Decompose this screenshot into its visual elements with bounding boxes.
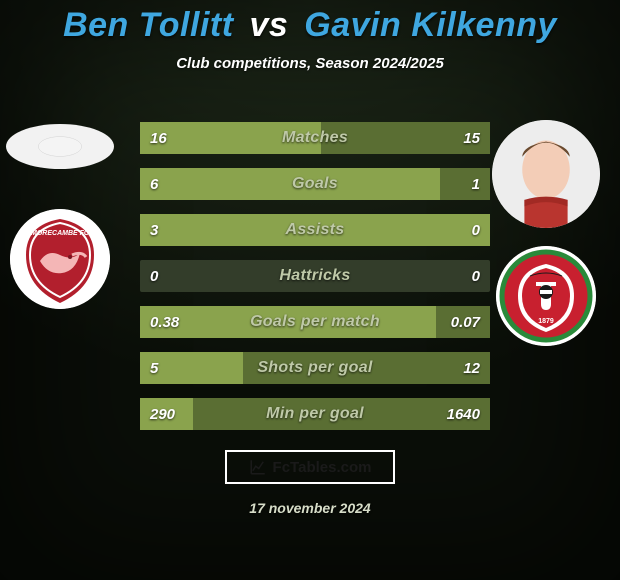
svg-text:1879: 1879: [538, 318, 554, 325]
date-text: 17 november 2024: [249, 500, 370, 516]
title-player1: Ben Tollitt: [63, 6, 233, 44]
site-logo: FcTables.com: [225, 450, 395, 484]
bar-value-left: 5: [140, 352, 168, 384]
page-title: Ben Tollitt vs Gavin Kilkenny: [0, 0, 620, 45]
logo-suffix: Tables.com: [290, 459, 371, 476]
stat-bar: Goals per match0.38 0.07: [140, 306, 490, 338]
subtitle: Club competitions, Season 2024/2025: [0, 55, 620, 72]
chart-icon: [249, 458, 267, 476]
title-player2: Gavin Kilkenny: [304, 6, 557, 44]
player2-club-badge: 1879: [496, 246, 596, 346]
player2-avatar: [492, 120, 600, 228]
bar-value-left: 6: [140, 168, 168, 200]
bar-value-right: 0: [462, 214, 490, 246]
bar-value-left: 16: [140, 122, 177, 154]
bar-label: Hattricks: [140, 260, 490, 292]
stat-bar: Goals6 1: [140, 168, 490, 200]
player1-club-badge: MORECAMBE FC: [10, 209, 110, 309]
stat-bar: Min per goal2901640: [140, 398, 490, 430]
player1-avatar: [6, 124, 114, 169]
bar-label: Shots per goal: [140, 352, 490, 384]
bar-value-right: 1640: [437, 398, 490, 430]
bar-label: Assists: [140, 214, 490, 246]
bar-value-left: 3: [140, 214, 168, 246]
bar-value-left: 0.38: [140, 306, 189, 338]
svg-text:MORECAMBE FC: MORECAMBE FC: [31, 230, 90, 237]
logo-prefix: Fc: [273, 459, 291, 476]
bar-label: Goals per match: [140, 306, 490, 338]
content-root: Ben Tollitt vs Gavin Kilkenny Club compe…: [0, 0, 620, 580]
title-vs: vs: [249, 6, 288, 44]
bar-label: Matches: [140, 122, 490, 154]
bar-value-right: 12: [453, 352, 490, 384]
logo-text: FcTables.com: [273, 459, 372, 476]
bar-value-right: 1: [462, 168, 490, 200]
stat-bars: Matches1615Goals61Assists30Hattricks00Go…: [140, 122, 490, 430]
right-avatars: 1879: [492, 120, 600, 346]
stat-bar: Assists3 0: [140, 214, 490, 246]
bar-value-left: 0: [140, 260, 168, 292]
stat-bar: Hattricks0 0: [140, 260, 490, 292]
bar-label: Goals: [140, 168, 490, 200]
stat-bar: Shots per goal5 12: [140, 352, 490, 384]
left-avatars: MORECAMBE FC: [6, 120, 114, 309]
bar-value-right: 15: [453, 122, 490, 154]
bar-value-right: 0.07: [441, 306, 490, 338]
bar-value-right: 0: [462, 260, 490, 292]
stat-bar: Matches16 15: [140, 122, 490, 154]
bar-value-left: 290: [140, 398, 185, 430]
